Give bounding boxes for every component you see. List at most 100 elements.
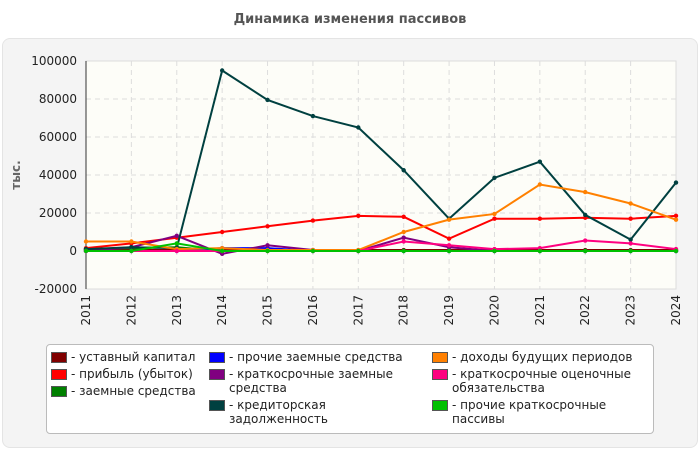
data-point xyxy=(492,216,497,221)
data-point xyxy=(356,213,361,219)
legend-item: - краткосрочные оценочные обязательства xyxy=(432,367,647,395)
x-tick-label: 2012 xyxy=(124,295,138,326)
data-point xyxy=(673,217,679,222)
data-point xyxy=(583,212,588,218)
data-point xyxy=(583,248,588,254)
legend-swatch xyxy=(432,400,448,411)
x-tick-label: 2018 xyxy=(397,295,411,326)
data-point xyxy=(401,235,406,240)
data-point xyxy=(446,248,452,254)
legend-item: - кредиторская задолженность xyxy=(209,398,424,426)
legend-swatch xyxy=(209,400,225,411)
data-point xyxy=(628,216,633,221)
data-point xyxy=(537,159,543,164)
x-tick-label: 2024 xyxy=(669,295,683,326)
legend-column: - прочие заемные средства - краткосрочные… xyxy=(209,350,424,428)
data-point xyxy=(265,224,270,229)
legend-label: - прочие краткосрочные пассивы xyxy=(452,398,607,426)
x-tick-label: 2015 xyxy=(261,295,275,326)
x-tick-label: 2014 xyxy=(215,295,229,326)
x-tick-label: 2016 xyxy=(306,295,320,326)
data-point xyxy=(219,229,225,235)
legend-label: - заемные средства xyxy=(71,384,196,398)
data-point xyxy=(83,248,89,254)
data-point xyxy=(401,229,406,235)
data-point xyxy=(356,125,361,130)
y-tick-label: 40000 xyxy=(39,168,77,182)
legend-label: - кредиторская задолженность xyxy=(229,398,328,426)
legend-swatch xyxy=(209,352,225,363)
data-point xyxy=(401,214,406,219)
data-point xyxy=(401,248,406,254)
data-point xyxy=(492,211,497,217)
legend-label: - доходы будущих периодов xyxy=(452,350,633,364)
data-point xyxy=(537,248,543,254)
legend-item: - прибыль (убыток) xyxy=(51,367,201,381)
data-point xyxy=(673,180,679,185)
legend-item: - заемные средства xyxy=(51,384,201,398)
legend-item: - прочие заемные средства xyxy=(209,350,424,364)
x-tick-label: 2017 xyxy=(351,295,365,326)
data-point xyxy=(310,218,316,223)
data-point xyxy=(310,113,316,119)
data-point xyxy=(583,189,588,195)
data-point xyxy=(446,236,452,241)
y-tick-label: 60000 xyxy=(39,130,77,144)
legend-swatch xyxy=(432,352,448,363)
data-point xyxy=(219,68,225,73)
legend-item: - прочие краткосрочные пассивы xyxy=(432,398,647,426)
data-point xyxy=(628,241,633,246)
data-point xyxy=(628,237,633,242)
data-point xyxy=(129,239,134,244)
x-tick-label: 2023 xyxy=(624,295,638,326)
series-line xyxy=(86,242,676,252)
data-point xyxy=(492,175,497,181)
x-tick-label: 2021 xyxy=(533,295,547,326)
plot-area xyxy=(85,60,677,290)
x-tick-label: 2020 xyxy=(487,295,501,326)
y-tick-label: -20000 xyxy=(34,282,77,296)
data-point xyxy=(401,239,406,244)
data-point xyxy=(673,213,679,219)
x-tick-label: 2022 xyxy=(578,295,592,326)
legend-swatch xyxy=(209,369,225,380)
data-point xyxy=(129,245,134,250)
data-point xyxy=(673,248,679,254)
legend: - уставный капитал - прибыль (убыток) - за… xyxy=(46,344,654,434)
data-point xyxy=(537,182,543,187)
series-line xyxy=(86,183,677,252)
data-point xyxy=(356,248,361,254)
data-point xyxy=(129,248,134,254)
data-point xyxy=(265,97,270,103)
data-point xyxy=(265,243,270,248)
x-tick-label: 2013 xyxy=(170,295,184,326)
data-point xyxy=(628,201,633,206)
data-point xyxy=(310,248,316,254)
series-line xyxy=(85,214,677,250)
series-line xyxy=(85,68,677,251)
legend-label: - краткосрочные оценочные обязательства xyxy=(452,367,631,395)
legend-item: - уставный капитал xyxy=(51,350,201,364)
data-point xyxy=(265,248,270,254)
legend-swatch xyxy=(51,369,67,380)
y-axis-label: тыс. xyxy=(9,160,23,189)
legend-swatch xyxy=(51,352,67,363)
legend-label: - прибыль (убыток) xyxy=(71,367,193,381)
data-point xyxy=(174,248,179,254)
legend-swatch xyxy=(432,369,448,380)
data-point xyxy=(537,216,543,221)
data-point xyxy=(446,243,452,248)
data-point xyxy=(174,241,179,246)
x-tick-label: 2019 xyxy=(442,295,456,326)
legend-item: - краткосрочные заемные средства xyxy=(209,367,424,395)
data-point xyxy=(583,238,588,243)
series-line xyxy=(86,239,677,252)
legend-label: - прочие заемные средства xyxy=(229,350,403,364)
data-point xyxy=(174,233,179,238)
y-tick-label: 0 xyxy=(69,244,77,258)
legend-item: - доходы будущих периодов xyxy=(432,350,647,364)
legend-label: - уставный капитал xyxy=(71,350,196,364)
legend-column: - доходы будущих периодов - краткосрочные… xyxy=(432,350,647,428)
y-tick-label: 20000 xyxy=(39,206,77,220)
